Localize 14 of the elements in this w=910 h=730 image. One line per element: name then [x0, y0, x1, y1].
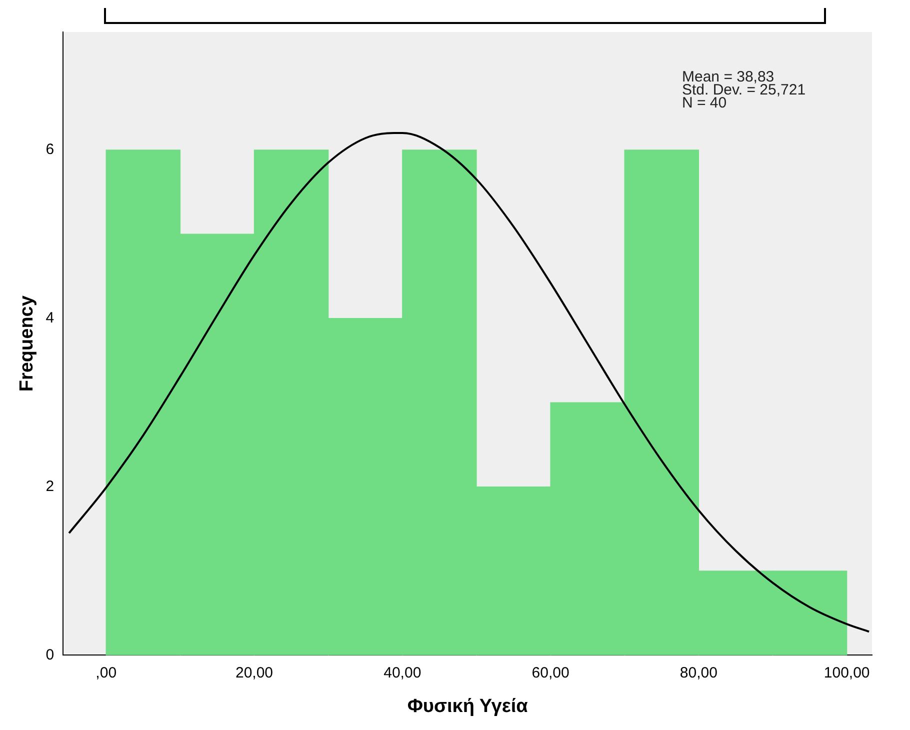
y-tick-label: 2 — [46, 478, 54, 495]
y-axis-title: Frequency — [16, 295, 38, 392]
y-tick-label: 4 — [46, 309, 54, 326]
y-tick-label: 0 — [46, 646, 54, 664]
annotation: N = 40 — [682, 94, 727, 112]
x-tick-label: 40,00 — [384, 664, 422, 682]
x-tick-label: 60,00 — [532, 664, 570, 682]
y-tick-label: 6 — [46, 141, 54, 158]
x-tick-label: ,00 — [96, 664, 117, 682]
x-tick-label: 20,00 — [235, 664, 274, 682]
line-series — [68, 132, 870, 633]
x-tick-label: 100,00 — [824, 664, 870, 682]
x-tick-label: 80,00 — [680, 664, 718, 682]
x-axis-title: Φυσική Υγεία — [407, 696, 528, 717]
